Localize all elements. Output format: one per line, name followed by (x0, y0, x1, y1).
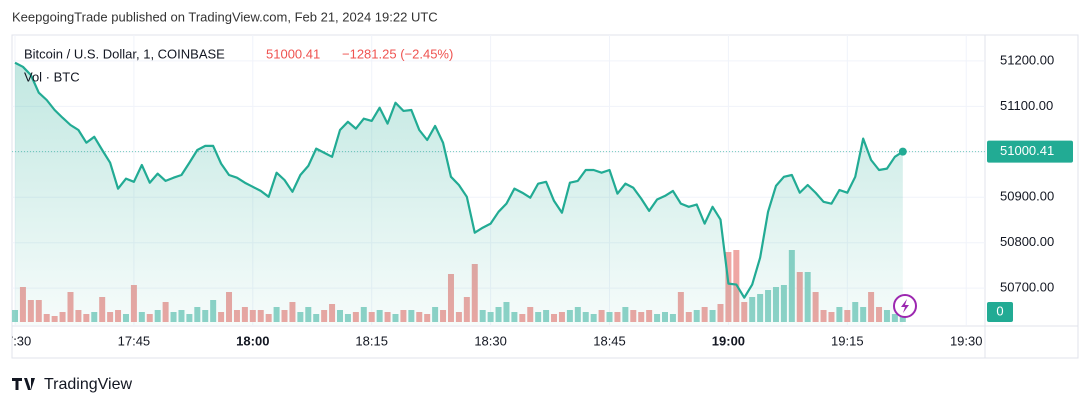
last-point (898, 147, 907, 156)
frame (11, 34, 1079, 359)
y-axis: 50700.0050800.0050900.0051000.0051100.00… (987, 52, 1073, 322)
volume-label: Vol · BTC (24, 69, 80, 84)
last-price: 51000.41 (266, 46, 320, 61)
price-area (15, 62, 903, 325)
x-axis: 17:30 17:45 18:00 18:15 18:30 18:45 19:00 19:15… (0, 333, 983, 348)
x-tick-label: 18:45 (593, 333, 626, 348)
y-tick-label: 50900.00 (1000, 189, 1054, 204)
symbol: Bitcoin / U.S. Dollar, 1, COINBASE (24, 46, 225, 61)
x-tick-label: 19:30 (950, 333, 983, 348)
plot (12, 61, 907, 325)
volume-tick-box (987, 302, 1013, 322)
volume-tick-label: 0 (996, 303, 1003, 318)
x-tick-label: 19:00 (712, 333, 745, 348)
y-tick-label: 51100.00 (1000, 98, 1053, 113)
published-note: KeepgoingTrade published on TradingView.… (12, 9, 438, 24)
x-tick-label: 19:15 (831, 333, 864, 348)
y-tick-label: 51200.00 (1000, 52, 1054, 67)
x-tick-label: 18:15 (355, 333, 388, 348)
price-line (14, 61, 904, 299)
last-price-box (987, 140, 1073, 163)
x-tick-label: 18:30 (474, 333, 507, 348)
x-tick-label: 17:45 (118, 333, 151, 348)
logo-text: TradingView (44, 376, 132, 393)
x-tick-label: 18:00 (236, 333, 269, 348)
x-tick-label: 17:30 (0, 333, 31, 348)
price-change: −1281.25 (−2.45%) (342, 46, 453, 61)
last-price-label: 51000.41 (1000, 143, 1054, 158)
y-tick-label: 50700.00 (1000, 280, 1054, 295)
y-tick-label: 50800.00 (1000, 234, 1054, 249)
alert-bolt (901, 299, 909, 313)
logo-mark (12, 378, 35, 390)
